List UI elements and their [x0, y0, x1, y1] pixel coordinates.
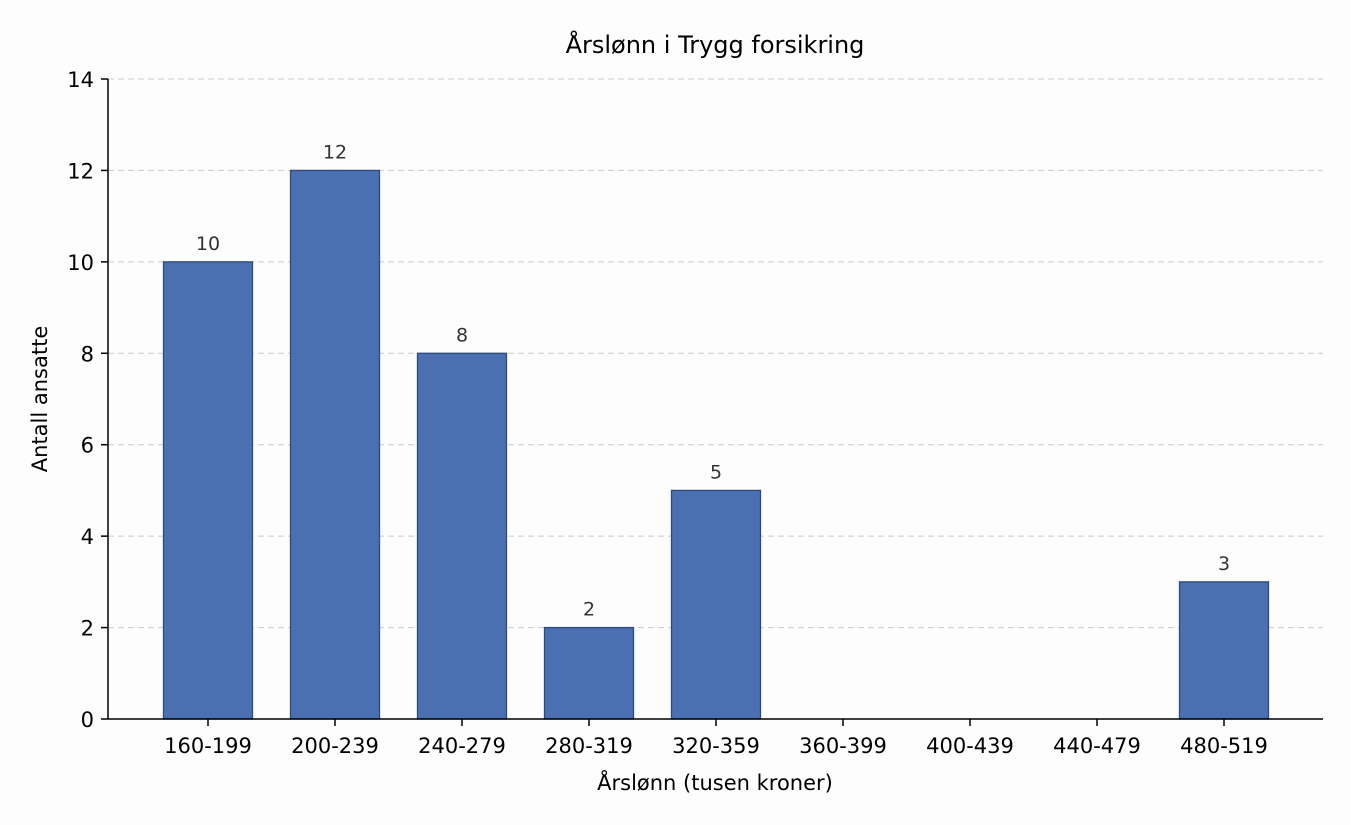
y-axis-label: Antall ansatte — [28, 326, 52, 473]
y-tick-label: 14 — [67, 68, 94, 92]
data-label: 8 — [456, 324, 468, 346]
x-tick-label: 440-479 — [1053, 734, 1141, 758]
data-label: 2 — [583, 599, 595, 621]
bar-200-239 — [289, 169, 381, 720]
x-axis-label: Årslønn (tusen kroner) — [597, 769, 833, 795]
data-label: 5 — [710, 461, 722, 483]
bar-320-359 — [670, 489, 762, 720]
x-tick-label: 280-319 — [545, 734, 633, 758]
bar-280-319 — [543, 626, 635, 720]
x-axis-ticks: 160-199 200-239 240-279 280-319 320-359 360-3… — [164, 719, 1268, 758]
y-tick-label: 12 — [67, 159, 94, 183]
y-tick-label: 6 — [81, 434, 94, 458]
y-tick-label: 4 — [81, 525, 94, 549]
bar-480-519 — [1178, 581, 1270, 720]
chart-title: Årslønn i Trygg forsikring — [566, 30, 865, 59]
x-tick-label: 480-519 — [1180, 734, 1268, 758]
x-tick-label: 200-239 — [291, 734, 379, 758]
bar-160-199 — [162, 261, 254, 720]
bar-240-279 — [416, 352, 508, 720]
data-label: 3 — [1218, 553, 1230, 575]
x-tick-label: 400-439 — [926, 734, 1014, 758]
y-tick-label: 10 — [67, 251, 94, 275]
y-axis-ticks: 0 2 4 6 8 10 12 14 — [67, 68, 108, 732]
data-labels: 10 12 8 2 5 3 — [196, 141, 1230, 620]
bars — [162, 169, 1270, 720]
x-tick-label: 320-359 — [672, 734, 760, 758]
x-tick-label: 160-199 — [164, 734, 252, 758]
y-tick-label: 2 — [81, 617, 94, 641]
x-tick-label: 240-279 — [418, 734, 506, 758]
x-tick-label: 360-399 — [799, 734, 887, 758]
y-tick-label: 0 — [81, 708, 94, 732]
data-label: 10 — [196, 233, 220, 255]
y-tick-label: 8 — [81, 342, 94, 366]
data-label: 12 — [323, 141, 347, 163]
